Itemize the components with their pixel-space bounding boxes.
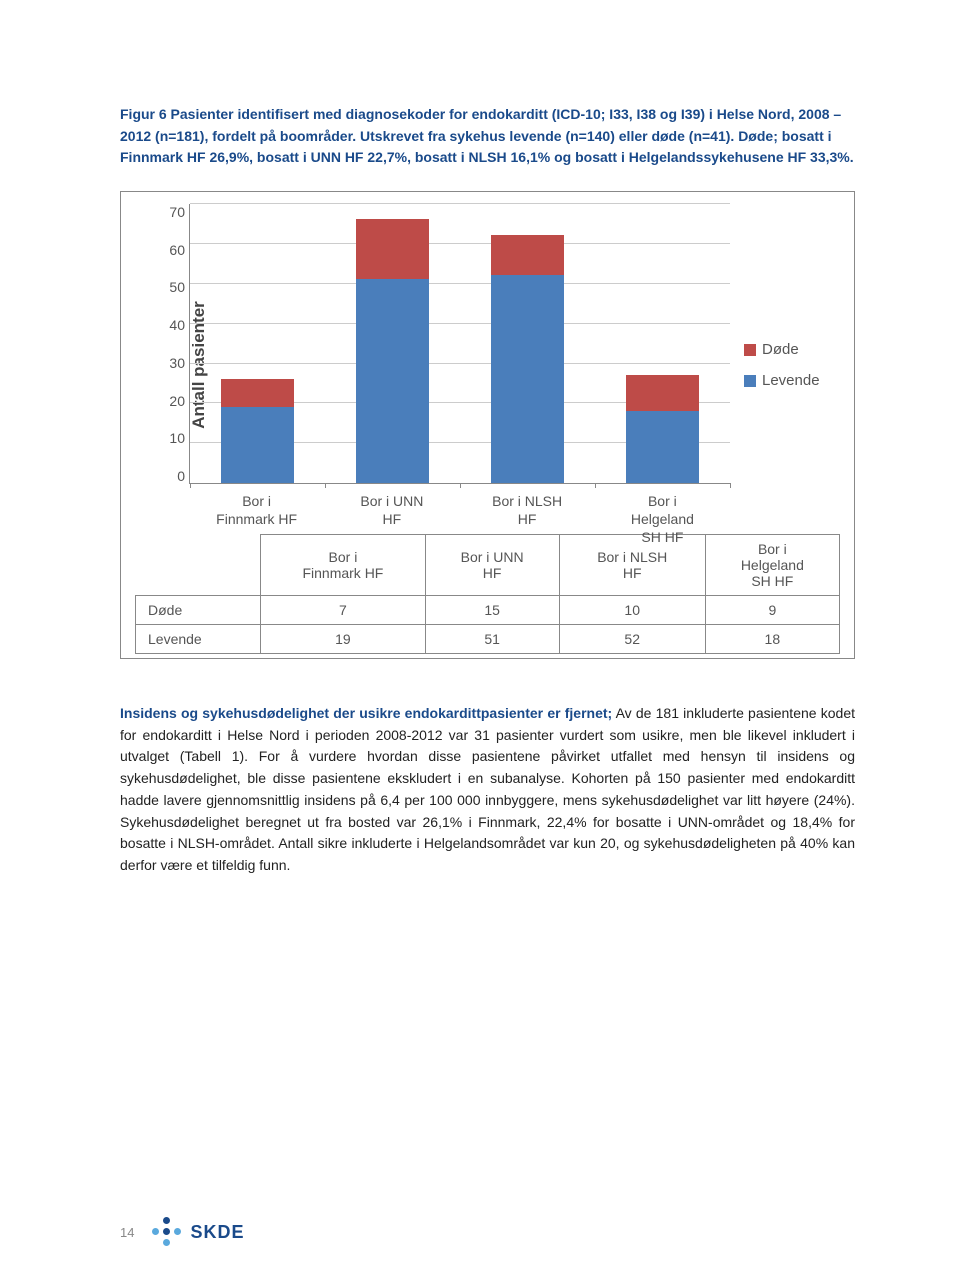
bar [221, 379, 294, 483]
bar [626, 375, 699, 483]
chart-data-table: Bor iFinnmark HFBor i UNNHFBor i NLSHHFB… [135, 534, 840, 654]
y-axis-ticks: 706050403020100 [161, 204, 189, 484]
bar [491, 235, 564, 483]
bar [356, 219, 429, 483]
figure-caption: Figur 6 Pasienter identifisert med diagn… [120, 104, 855, 169]
legend-item: Levende [744, 372, 840, 389]
table-cell: 10 [559, 596, 705, 625]
table-cell: 15 [425, 596, 559, 625]
page-number: 14 [120, 1225, 134, 1240]
body-lead: Insidens og sykehusdødelighet der usikre… [120, 705, 612, 721]
table-cell: 19 [261, 625, 425, 654]
skde-logo: SKDE [152, 1217, 244, 1247]
body-paragraph: Insidens og sykehusdødelighet der usikre… [120, 703, 855, 877]
table-row-header: Døde [136, 596, 261, 625]
table-cell: 51 [425, 625, 559, 654]
page-footer: 14 SKDE [120, 1217, 244, 1247]
table-cell: 52 [559, 625, 705, 654]
logo-text: SKDE [190, 1222, 244, 1243]
table-row-header: Levende [136, 625, 261, 654]
legend-item: Døde [744, 341, 840, 358]
chart-plot [189, 204, 730, 484]
table-cell: 9 [705, 596, 839, 625]
chart-container: Antall pasienter 706050403020100 Bor iFi… [120, 191, 855, 659]
x-axis-labels: Bor iFinnmark HFBor i UNNHFBor i NLSHHFB… [189, 492, 730, 547]
table-cell: 7 [261, 596, 425, 625]
logo-mark-icon [152, 1217, 182, 1247]
chart-legend: Døde Levende [730, 200, 840, 530]
table-cell: 18 [705, 625, 839, 654]
body-rest: Av de 181 inkluderte pasientene kodet fo… [120, 705, 855, 873]
